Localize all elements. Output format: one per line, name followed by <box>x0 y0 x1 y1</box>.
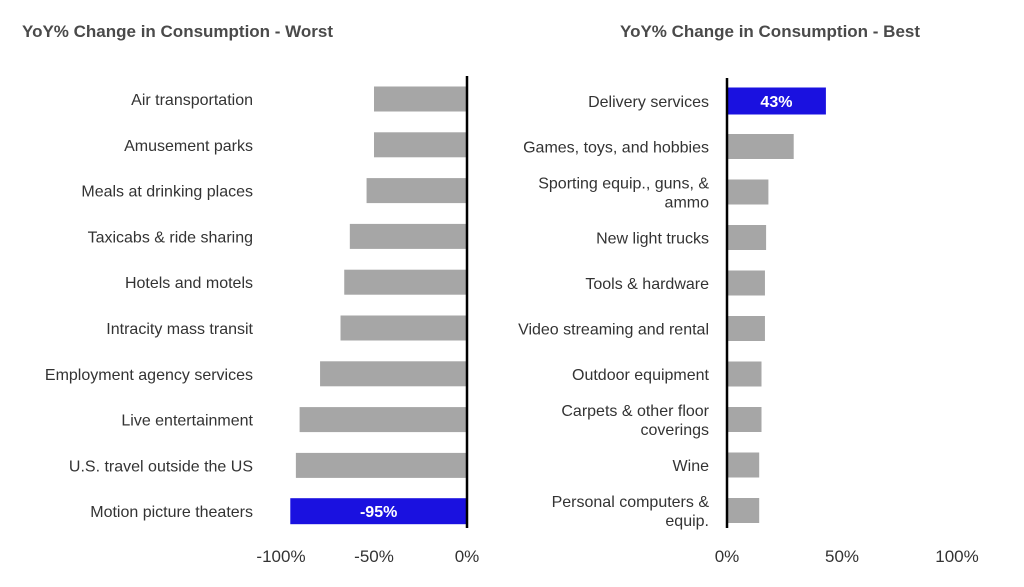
left-bar <box>374 86 467 112</box>
right-bar <box>727 407 762 432</box>
left-bar <box>374 132 467 158</box>
right-bar <box>727 498 760 523</box>
right-category-label: Carpets & other floor coverings <box>561 403 709 439</box>
right-tick-label: 100% <box>935 547 978 566</box>
right-category-label: Games, toys, and hobbies <box>523 140 709 157</box>
left-bar <box>366 178 467 204</box>
left-bar <box>290 498 467 525</box>
left-category-label: Employment agency services <box>45 367 253 384</box>
right-category-label: Video streaming and rental <box>518 322 709 339</box>
right-bar <box>727 361 762 387</box>
right-bar <box>727 316 765 341</box>
left-category-label: Hotels and motels <box>125 275 253 292</box>
left-tick-label: -100% <box>256 547 305 566</box>
best-tick-labels: 0% 50% 100% <box>715 547 979 566</box>
left-category-label: Amusement parks <box>124 138 253 155</box>
best-bars: 43% <box>727 87 826 523</box>
left-category-label: Meals at drinking places <box>81 184 253 201</box>
best-category-labels: Delivery services Games, toys, and hobbie… <box>518 94 710 530</box>
left-bar <box>320 361 467 387</box>
left-data-label: -95% <box>360 504 397 521</box>
left-bar <box>299 407 467 433</box>
right-category-label: Sporting equip., guns, & ammo <box>538 176 709 212</box>
worst-category-labels: Air transportation Amusement parks Meals a… <box>45 92 254 521</box>
worst-chart-title: YoY% Change in Consumption - Worst <box>22 22 333 41</box>
left-category-label: Intracity mass transit <box>106 321 253 338</box>
right-data-label: 43% <box>760 94 792 111</box>
right-bar <box>727 134 794 159</box>
right-tick-label: 50% <box>825 547 859 566</box>
right-category-label: Tools & hardware <box>585 276 709 293</box>
left-bar <box>349 223 467 249</box>
worst-bars: -95% <box>290 86 467 525</box>
right-bar <box>727 270 765 296</box>
right-bar <box>727 87 826 115</box>
right-category-label: Outdoor equipment <box>572 367 710 384</box>
right-bar <box>727 452 760 478</box>
left-category-label: Taxicabs & ride sharing <box>88 229 253 246</box>
right-category-label: Wine <box>673 458 710 475</box>
left-bar <box>340 315 467 341</box>
left-bar <box>295 452 467 478</box>
worst-chart: YoY% Change in Consumption - Worst -95% … <box>22 22 479 566</box>
right-bar <box>727 179 769 205</box>
left-bar <box>344 269 467 295</box>
left-category-label: Air transportation <box>131 92 253 109</box>
left-tick-label: -50% <box>354 547 394 566</box>
best-chart-title: YoY% Change in Consumption - Best <box>620 22 920 41</box>
left-tick-label: 0% <box>455 547 480 566</box>
best-chart: YoY% Change in Consumption - Best 43% De… <box>518 22 979 566</box>
right-category-label: Personal computers & equip. <box>552 494 710 530</box>
right-category-label: Delivery services <box>588 94 709 111</box>
left-category-label: Motion picture theaters <box>90 504 253 521</box>
right-bar <box>727 225 767 250</box>
right-category-label: New light trucks <box>596 231 709 248</box>
left-category-label: U.S. travel outside the US <box>69 458 253 475</box>
right-tick-label: 0% <box>715 547 740 566</box>
worst-tick-labels: -100% -50% 0% <box>256 547 479 566</box>
left-category-label: Live entertainment <box>121 413 253 430</box>
